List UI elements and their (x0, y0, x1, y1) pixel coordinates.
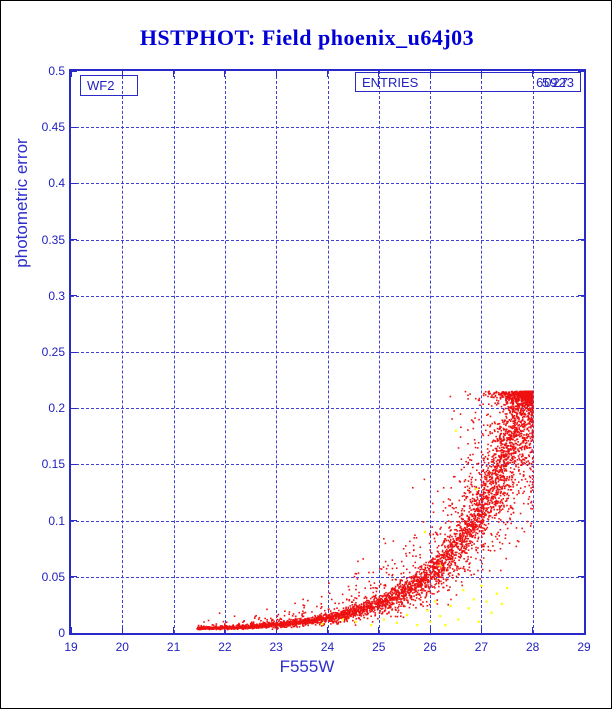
y-tick-label: 0.1 (48, 513, 65, 528)
y-tick-labels: 0 0.05 0.1 0.15 0.2 0.25 0.3 0.35 0.4 0.45 0.5 (23, 64, 65, 640)
x-tick-label: 23 (269, 640, 283, 654)
tick-mark (583, 71, 585, 77)
entries-label: ENTRIES (362, 75, 419, 90)
y-tick-label: 0.45 (41, 120, 65, 135)
tick-mark (583, 627, 585, 633)
detector-badge: WF2 (80, 75, 138, 96)
x-tick-label: 19 (64, 640, 78, 654)
entries-value-a: 5923 (542, 75, 575, 90)
x-axis-title: F555W (279, 657, 335, 676)
y-tick-label: 0.3 (48, 288, 65, 303)
entries-value-b: 6027 (536, 75, 569, 90)
x-tick-label: 21 (166, 640, 181, 654)
y-tick-label: 0.15 (41, 457, 65, 472)
x-tick-labels: 19 20 21 22 23 24 25 26 27 28 29 (64, 640, 590, 655)
detector-label: WF2 (87, 78, 115, 93)
y-tick-label: 0.35 (41, 232, 65, 247)
y-tick-label: 0 (58, 626, 65, 640)
x-tick-label: 26 (423, 640, 437, 654)
plot-area: WF2 ENTRIES 6027 5923 (69, 69, 586, 635)
x-tick-label: 22 (218, 640, 232, 654)
x-tick-label: 25 (372, 640, 386, 654)
tick-mark (578, 632, 584, 634)
y-tick-label: 0.2 (48, 401, 65, 416)
y-tick-label: 0.5 (48, 64, 65, 78)
x-tick-label: 24 (320, 640, 335, 654)
x-tick-label: 28 (526, 640, 540, 654)
x-tick-label: 27 (474, 640, 489, 654)
x-tick-label: 29 (577, 640, 591, 654)
tick-mark (71, 632, 77, 634)
entries-box: ENTRIES 6027 5923 (355, 72, 581, 92)
y-tick-label: 0.4 (48, 176, 65, 191)
y-tick-label: 0.05 (41, 569, 65, 584)
x-tick-label: 20 (115, 640, 129, 654)
scatter-canvas (71, 71, 584, 633)
y-tick-label: 0.25 (41, 345, 65, 359)
chart-title: HSTPHOT: Field phoenix_u64j03 (139, 25, 475, 50)
